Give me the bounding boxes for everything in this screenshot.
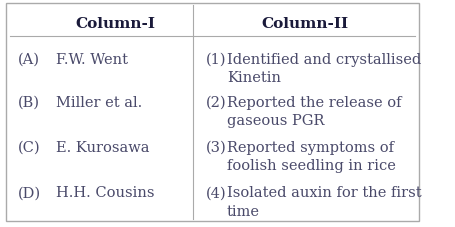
Text: Identified and crystallised
Kinetin: Identified and crystallised Kinetin [227,52,421,85]
Text: (B): (B) [18,96,40,110]
Text: Reported the release of
gaseous PGR: Reported the release of gaseous PGR [227,96,401,128]
Text: Isolated auxin for the first
time: Isolated auxin for the first time [227,185,421,218]
Text: F.W. Went: F.W. Went [56,52,128,66]
Text: (A): (A) [18,52,40,66]
Text: (1): (1) [206,52,226,66]
Text: E. Kurosawa: E. Kurosawa [56,140,150,154]
Text: Column-I: Column-I [75,17,155,31]
Text: Column-II: Column-II [261,17,349,31]
Text: (4): (4) [206,185,227,199]
Text: (D): (D) [18,185,41,199]
Text: Reported symptoms of
foolish seedling in rice: Reported symptoms of foolish seedling in… [227,140,396,172]
Text: (3): (3) [206,140,227,154]
Text: Miller et al.: Miller et al. [56,96,142,110]
Text: H.H. Cousins: H.H. Cousins [56,185,155,199]
Text: (2): (2) [206,96,227,110]
Text: (C): (C) [18,140,41,154]
